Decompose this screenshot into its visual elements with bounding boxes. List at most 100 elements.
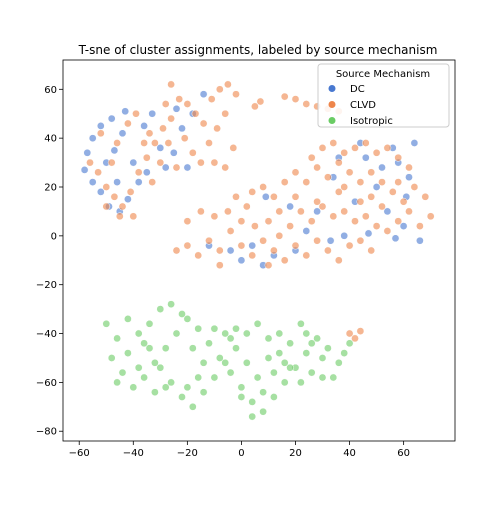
- data-point: [210, 158, 219, 167]
- data-point: [215, 261, 224, 270]
- data-point: [291, 95, 300, 103]
- data-point: [372, 222, 381, 230]
- data-point: [253, 319, 262, 328]
- data-point: [134, 363, 143, 372]
- data-point: [248, 251, 257, 260]
- data-point: [426, 212, 435, 221]
- data-point: [199, 388, 208, 397]
- data-point: [261, 192, 270, 201]
- data-point: [356, 327, 365, 335]
- data-point: [156, 144, 165, 152]
- data-point: [110, 192, 119, 201]
- data-point: [188, 344, 197, 353]
- data-point: [226, 368, 235, 377]
- data-point: [334, 188, 343, 196]
- data-point: [178, 393, 186, 401]
- data-point: [280, 178, 289, 186]
- data-point: [318, 202, 327, 211]
- data-point: [270, 368, 278, 377]
- data-point: [291, 241, 300, 250]
- data-point: [224, 80, 232, 89]
- data-point: [383, 144, 392, 152]
- data-point: [340, 231, 349, 240]
- data-point: [275, 231, 284, 240]
- data-point: [96, 129, 105, 138]
- data-point: [248, 241, 257, 250]
- data-point: [145, 344, 154, 353]
- data-point: [356, 236, 365, 245]
- data-point: [151, 139, 159, 147]
- data-point: [107, 114, 116, 123]
- data-point: [318, 373, 327, 382]
- data-point: [224, 207, 232, 216]
- data-point: [297, 319, 305, 328]
- legend-title: Source Mechanism: [336, 69, 430, 80]
- data-point: [237, 241, 246, 250]
- data-point: [94, 168, 102, 177]
- data-point: [156, 363, 165, 372]
- data-point: [183, 241, 192, 250]
- data-point: [302, 329, 311, 338]
- data-point: [172, 246, 181, 255]
- data-point: [161, 344, 170, 353]
- data-point: [242, 329, 251, 338]
- y-tick-label: −20: [36, 280, 57, 291]
- data-point: [172, 104, 181, 113]
- data-point: [313, 207, 321, 216]
- data-point: [297, 207, 305, 216]
- data-point: [324, 246, 332, 255]
- data-point: [178, 310, 186, 318]
- data-point: [156, 158, 165, 167]
- data-point: [199, 119, 208, 128]
- data-point: [286, 339, 294, 348]
- data-point: [215, 354, 224, 362]
- data-point: [124, 349, 132, 357]
- data-point: [142, 168, 151, 177]
- data-point: [188, 402, 197, 411]
- data-point: [286, 202, 294, 211]
- data-point: [110, 146, 119, 155]
- legend-label-clvd: CLVD: [350, 100, 376, 111]
- data-point: [270, 192, 278, 201]
- data-point: [307, 217, 316, 226]
- data-point: [242, 202, 251, 211]
- data-point: [248, 188, 257, 196]
- data-point: [213, 124, 221, 133]
- data-point: [151, 358, 159, 367]
- data-point: [180, 134, 189, 143]
- data-point: [345, 329, 354, 338]
- data-point: [378, 163, 386, 172]
- data-point: [313, 197, 321, 206]
- data-point: [280, 358, 289, 367]
- data-point: [237, 256, 246, 265]
- x-tick-label: −40: [123, 448, 144, 459]
- data-point: [169, 148, 178, 157]
- data-point: [264, 334, 273, 343]
- data-point: [286, 363, 294, 372]
- data-point: [334, 358, 343, 367]
- data-point: [307, 339, 316, 348]
- axes-frame: [62, 59, 456, 442]
- legend-marker-dc: [328, 85, 336, 92]
- data-point: [113, 378, 121, 387]
- data-point: [126, 188, 135, 196]
- data-point: [280, 256, 289, 265]
- data-point: [226, 334, 235, 343]
- x-tick-label: 0: [238, 448, 244, 459]
- data-point: [324, 173, 332, 182]
- data-point: [351, 144, 359, 152]
- data-point: [264, 261, 273, 270]
- data-point: [248, 412, 257, 421]
- data-point: [118, 129, 127, 138]
- data-point: [351, 334, 359, 343]
- data-point: [221, 329, 230, 338]
- data-point: [421, 192, 430, 201]
- legend-label-isotropic: Isotropic: [350, 116, 393, 127]
- y-tick-label: −60: [36, 378, 57, 389]
- data-point: [232, 90, 240, 99]
- data-point: [340, 207, 349, 216]
- data-point: [221, 109, 230, 118]
- legend-box: [317, 63, 450, 128]
